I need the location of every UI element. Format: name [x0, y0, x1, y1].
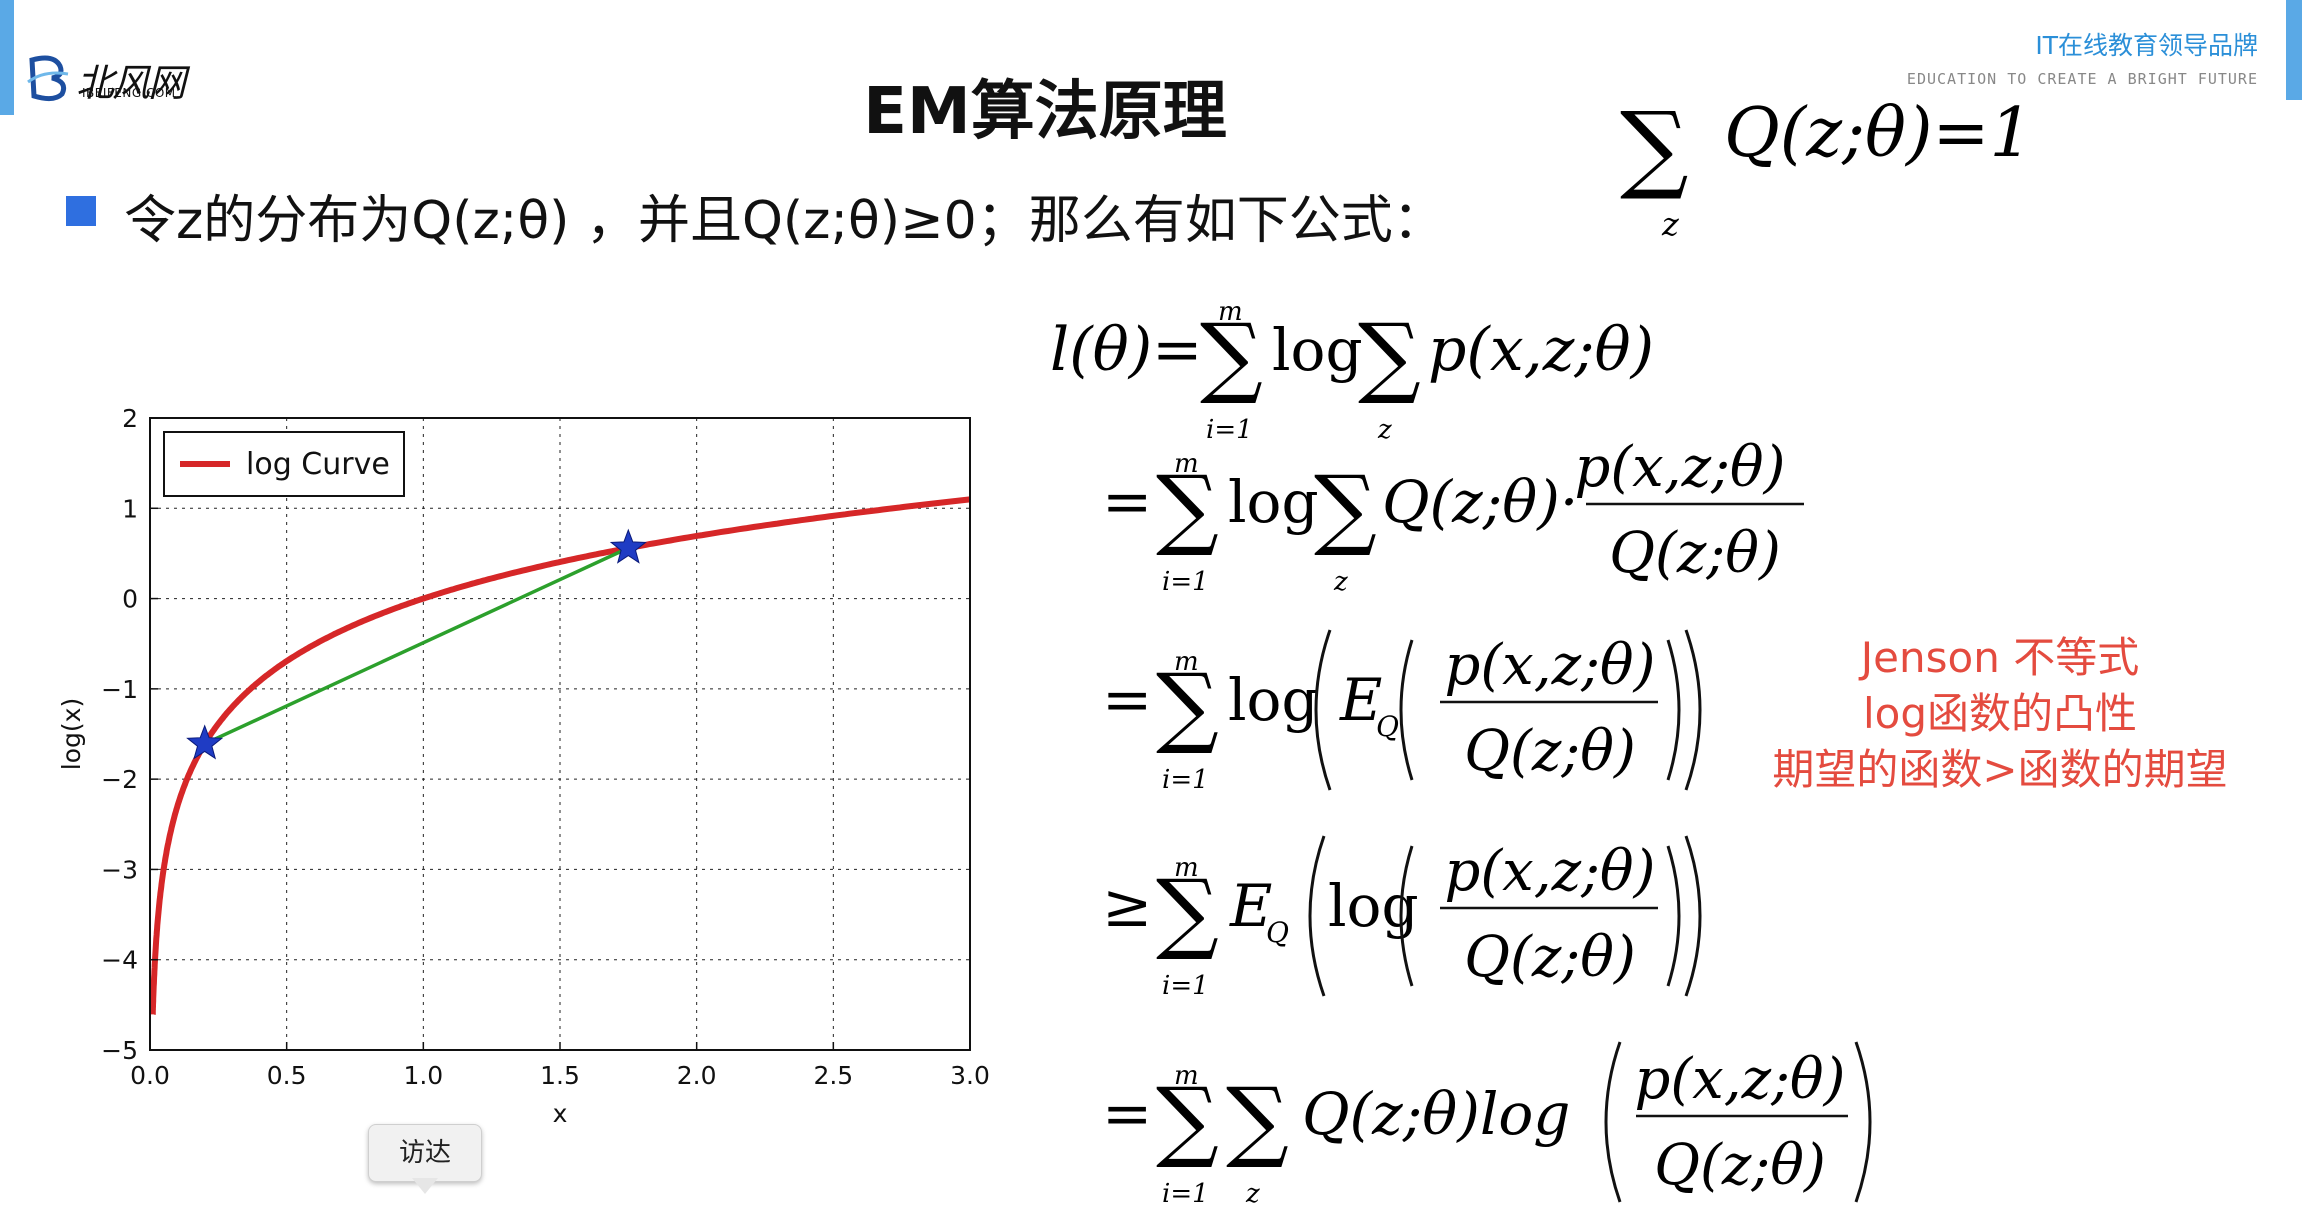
- line5-sum-bottom: i=1: [1162, 1179, 1209, 1209]
- x-tick-label-6: 3.0: [950, 1061, 990, 1090]
- line4-E: E: [1229, 872, 1272, 940]
- y-tick-label-2: 0: [122, 585, 138, 614]
- line5-sum-i: ∑: [1156, 1068, 1219, 1171]
- line5-body: Q(z;θ)log: [1302, 1080, 1570, 1148]
- line3-lead: =: [1102, 665, 1152, 735]
- line1-lead: l(θ)=: [1050, 315, 1202, 385]
- bullet-square: [66, 196, 96, 226]
- line3-E-sub: Q: [1376, 710, 1399, 743]
- line1-sum-z-bottom: z: [1377, 415, 1392, 445]
- y-axis-label: log(x): [57, 698, 86, 770]
- log-curve-chart: 0.0 0.5 1.0 1.5 2.0 2.5 3.0 2 1 0 −1 −2 −3 −4 −5 x log(x…: [57, 404, 990, 1128]
- line2-log: log: [1228, 468, 1319, 536]
- y-tick-label-1: 1: [122, 494, 138, 523]
- finder-tooltip: 访达: [368, 1124, 482, 1182]
- logo-english-text: IBEIFENG.COM: [82, 86, 176, 100]
- line5-sum-z: ∑: [1226, 1068, 1289, 1171]
- line1-body: p(x,z;θ): [1428, 315, 1654, 385]
- line4-E-sub: Q: [1266, 916, 1289, 949]
- y-tick-label-6: −4: [101, 946, 138, 975]
- left-accent-bar: [0, 0, 14, 115]
- line5-sum-top: m: [1174, 1061, 1199, 1091]
- star-marker-0: [186, 724, 224, 760]
- line1-sum-z: ∑: [1358, 304, 1421, 407]
- annotation-line-2: log函数的凸性: [1862, 689, 2138, 738]
- line1-sum-bottom: i=1: [1206, 415, 1253, 445]
- y-tick-label-3: −1: [101, 675, 138, 704]
- line3-sum-i: ∑: [1156, 654, 1219, 757]
- line2-frac-num: p(x,z;θ): [1574, 435, 1785, 500]
- line3-frac-num: p(x,z;θ): [1444, 633, 1655, 698]
- line2-sum-z: ∑: [1314, 456, 1377, 559]
- line3-sum-top: m: [1174, 647, 1199, 677]
- ibeifeng-logo: 北风网 IBEIFENG.COM: [24, 52, 194, 105]
- line1-sum-i: ∑: [1200, 304, 1263, 407]
- line2-sum-i: ∑: [1156, 456, 1219, 559]
- brand-slogan-en: EDUCATION TO CREATE A BRIGHT FUTURE: [1906, 70, 2258, 88]
- star-marker-1: [609, 528, 647, 564]
- y-tick-label-5: −3: [101, 855, 138, 884]
- line4-sum-top: m: [1174, 853, 1199, 883]
- line4-frac-den: Q(z;θ): [1464, 925, 1636, 990]
- right-accent-bar: [2286, 0, 2302, 100]
- bullet-text: 令z的分布为Q(z;θ) ，并且Q(z;θ)≥0；那么有如下公式：: [124, 191, 1445, 251]
- tooltip-tail: [412, 1178, 438, 1194]
- line4-lead: ≥: [1102, 871, 1152, 941]
- brand-slogan-cn: IT在线教育领导品牌: [2035, 31, 2258, 60]
- jensen-annotation: Jenson 不等式 log函数的凸性 期望的函数>函数的期望: [1740, 630, 2260, 798]
- logo-b-mark: [27, 55, 69, 102]
- y-tick-label-7: −5: [101, 1036, 138, 1065]
- chord-line: [203, 546, 630, 746]
- line1-sum-top: m: [1218, 297, 1243, 327]
- line3-log: log: [1228, 666, 1319, 734]
- sum-subscript: z: [1661, 205, 1680, 243]
- x-tick-label-5: 2.5: [813, 1061, 853, 1090]
- line3-frac-den: Q(z;θ): [1464, 719, 1636, 784]
- em-derivation: l(θ)= ∑ m i=1 log ∑ z p(x,z;θ) = ∑ m i=1…: [1050, 297, 1872, 1209]
- line2-sum-bottom: i=1: [1162, 567, 1209, 597]
- x-tick-label-0: 0.0: [130, 1061, 170, 1090]
- line2-q: Q(z;θ)·: [1382, 468, 1578, 536]
- line5-frac-den: Q(z;θ): [1654, 1133, 1826, 1198]
- line5-sum-z-bottom: z: [1245, 1179, 1260, 1209]
- x-tick-label-4: 2.0: [677, 1061, 717, 1090]
- x-tick-label-3: 1.5: [540, 1061, 580, 1090]
- derivation-line-3: = ∑ m i=1 log E Q p(x,z;θ) Q(z;θ): [1102, 629, 1702, 795]
- x-axis-label: x: [553, 1099, 568, 1128]
- logo-chinese-text: 北风网: [76, 61, 186, 105]
- line5-frac-num: p(x,z;θ): [1634, 1047, 1845, 1112]
- log-curve-line: [149, 496, 971, 1016]
- line3-E: E: [1339, 666, 1382, 734]
- line1-log: log: [1272, 316, 1363, 384]
- legend-label: log Curve: [246, 447, 390, 482]
- derivation-line-5: = ∑ m i=1 ∑ z Q(z;θ)log p(x,z;θ) Q(z;θ): [1102, 1041, 1872, 1209]
- slide-title: EM算法原理: [863, 75, 1227, 149]
- line4-sum-i: ∑: [1156, 860, 1219, 963]
- line2-frac-den: Q(z;θ): [1609, 521, 1781, 586]
- x-tick-label-1: 0.5: [267, 1061, 307, 1090]
- line2-sum-z-bottom: z: [1333, 567, 1348, 597]
- normalization-body: Q(z;θ)=1: [1724, 94, 2033, 173]
- sum-symbol: ∑: [1620, 91, 1689, 203]
- line2-lead: =: [1102, 467, 1152, 537]
- derivation-line-2: = ∑ m i=1 log ∑ z Q(z;θ)· p(x,z;θ) Q(z;θ…: [1102, 435, 1804, 597]
- annotation-line-1: Jenson 不等式: [1860, 633, 2140, 682]
- derivation-line-4: ≥ ∑ m i=1 E Q log p(x,z;θ) Q(z;θ): [1102, 835, 1702, 1001]
- line4-frac-num: p(x,z;θ): [1444, 839, 1655, 904]
- x-tick-label-2: 1.0: [403, 1061, 443, 1090]
- line2-sum-top: m: [1174, 449, 1199, 479]
- y-tick-label-4: −2: [101, 765, 138, 794]
- y-tick-label-0: 2: [122, 404, 138, 433]
- annotation-line-3: 期望的函数>函数的期望: [1772, 745, 2228, 794]
- line4-sum-bottom: i=1: [1162, 971, 1209, 1001]
- line5-lead: =: [1102, 1079, 1152, 1149]
- normalization-formula: ∑ z Q(z;θ)=1: [1620, 91, 2033, 243]
- line3-sum-bottom: i=1: [1162, 765, 1209, 795]
- derivation-line-1: l(θ)= ∑ m i=1 log ∑ z p(x,z;θ): [1050, 297, 1654, 445]
